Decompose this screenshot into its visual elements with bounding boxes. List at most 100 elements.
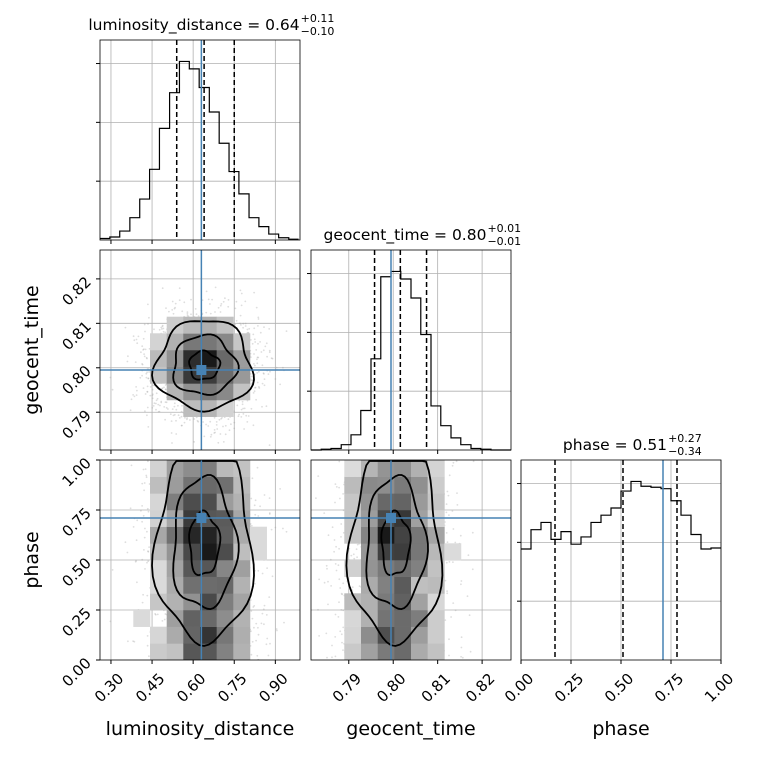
sample-point — [233, 427, 236, 430]
sample-point — [256, 381, 259, 384]
sample-point — [264, 345, 267, 348]
sample-point — [251, 617, 254, 620]
sample-point — [171, 442, 173, 444]
sample-point — [219, 311, 222, 313]
sample-point — [145, 474, 148, 477]
sample-point — [274, 378, 277, 380]
sample-point — [157, 410, 160, 413]
panel-luminosity_distance-vs-phase — [96, 459, 301, 664]
sample-point — [143, 323, 146, 326]
sample-point — [268, 512, 271, 514]
density-cell — [166, 610, 184, 627]
sample-point — [230, 423, 232, 426]
density-cell — [166, 316, 184, 334]
sample-point — [219, 433, 222, 435]
density-cell — [233, 626, 251, 644]
sample-point — [260, 351, 263, 353]
sample-point — [136, 581, 138, 584]
sample-point — [254, 386, 257, 389]
sample-point — [132, 394, 135, 396]
truth-marker — [196, 513, 207, 523]
sample-point — [163, 386, 165, 389]
sample-point — [178, 287, 181, 290]
sample-point — [151, 406, 154, 409]
truth-marker — [196, 365, 207, 375]
sample-point — [209, 435, 212, 438]
sample-point — [446, 490, 449, 493]
sample-point — [454, 609, 457, 612]
sample-point — [164, 388, 167, 391]
sample-point — [149, 386, 152, 388]
sample-point — [161, 324, 164, 327]
sample-point — [250, 497, 253, 500]
density-cell — [216, 576, 234, 594]
density-cell — [233, 560, 251, 577]
density-cell — [150, 643, 167, 660]
density-cell — [150, 526, 167, 544]
sample-point — [109, 620, 112, 623]
sample-point — [257, 633, 260, 636]
density-cell — [216, 460, 234, 477]
sample-point — [341, 641, 343, 644]
density-cell — [200, 643, 217, 660]
sample-point — [165, 307, 167, 309]
sample-point — [224, 297, 226, 300]
density-cell — [200, 350, 217, 367]
sample-point — [111, 388, 114, 391]
sample-point — [240, 416, 243, 418]
sample-point — [134, 560, 137, 563]
sample-point — [156, 397, 159, 400]
panel-content — [100, 460, 300, 660]
sample-point — [156, 613, 159, 616]
sample-point — [269, 642, 271, 645]
sample-point — [154, 613, 157, 615]
sample-point — [267, 373, 270, 375]
sample-point — [268, 513, 271, 515]
sample-point — [203, 435, 206, 438]
sample-point — [285, 330, 288, 332]
density-cell — [200, 400, 217, 417]
sample-point — [241, 403, 244, 406]
sample-point — [217, 441, 220, 444]
sample-point — [141, 520, 144, 523]
sample-point — [263, 326, 265, 328]
sample-point — [136, 342, 139, 345]
sample-point — [163, 618, 166, 621]
sample-point — [147, 560, 150, 563]
sample-point — [262, 372, 265, 375]
sample-point — [173, 402, 176, 405]
sample-point — [270, 357, 273, 360]
sample-point — [466, 595, 469, 598]
panel-content — [311, 460, 511, 660]
sample-point — [235, 300, 238, 303]
sample-point — [233, 421, 236, 424]
density-cell — [150, 560, 167, 577]
sample-point — [161, 325, 164, 328]
sample-point — [146, 414, 148, 417]
density-cell — [216, 560, 234, 577]
sample-point — [338, 578, 341, 581]
sample-point — [259, 331, 262, 334]
sample-point — [161, 620, 164, 622]
density-cell — [200, 610, 217, 627]
sample-point — [228, 429, 231, 432]
density-cell — [200, 543, 217, 561]
sample-point — [164, 613, 167, 615]
sample-point — [170, 420, 173, 422]
sample-point — [147, 550, 149, 552]
diag-panel-luminosity_distance — [96, 39, 301, 244]
sample-point — [144, 527, 146, 530]
sample-point — [250, 653, 253, 656]
sample-point — [456, 492, 458, 494]
density-cell — [200, 316, 217, 334]
sample-point — [213, 416, 216, 419]
sample-point — [177, 404, 179, 407]
sample-point — [247, 331, 249, 334]
sample-point — [255, 306, 258, 309]
sample-point — [240, 324, 242, 326]
sample-point — [267, 654, 270, 657]
sample-point — [268, 444, 271, 446]
histogram-phase — [521, 480, 721, 550]
density-cell — [216, 626, 234, 644]
